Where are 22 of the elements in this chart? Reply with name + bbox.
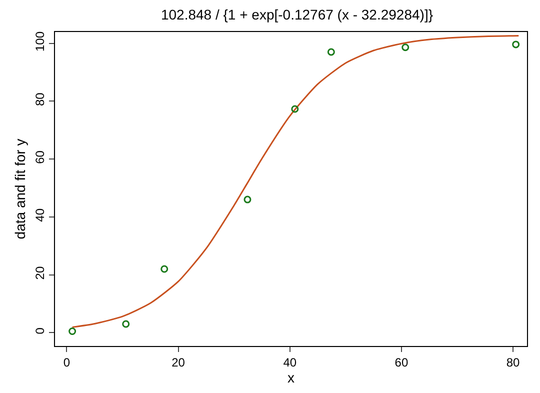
- y-tick-label: 60: [33, 150, 48, 164]
- point: [160, 265, 168, 273]
- y-axis-title: data and fit for y: [12, 138, 28, 240]
- y-tick-label: 20: [33, 266, 48, 280]
- point: [402, 44, 410, 52]
- point: [291, 105, 299, 113]
- x-tick-label: 0: [63, 355, 70, 370]
- x-axis-title: x: [288, 369, 294, 386]
- x-tick-label: 40: [283, 355, 297, 370]
- x-tick-label: 20: [172, 355, 186, 370]
- point: [512, 40, 520, 48]
- x-tick-label: 60: [394, 355, 408, 370]
- y-tick-label: 40: [33, 208, 48, 222]
- point: [244, 196, 252, 204]
- point: [122, 320, 130, 328]
- point: [68, 327, 76, 335]
- y-tick-label: 0: [33, 327, 48, 334]
- point: [327, 48, 335, 56]
- y-tick-label: 80: [33, 92, 48, 106]
- chart-title: 102.848 / {1 + exp[-0.12767 (x - 32.29284)]}: [160, 6, 434, 23]
- y-tick-label: 100: [33, 31, 48, 52]
- x-tick-label: 80: [506, 355, 520, 370]
